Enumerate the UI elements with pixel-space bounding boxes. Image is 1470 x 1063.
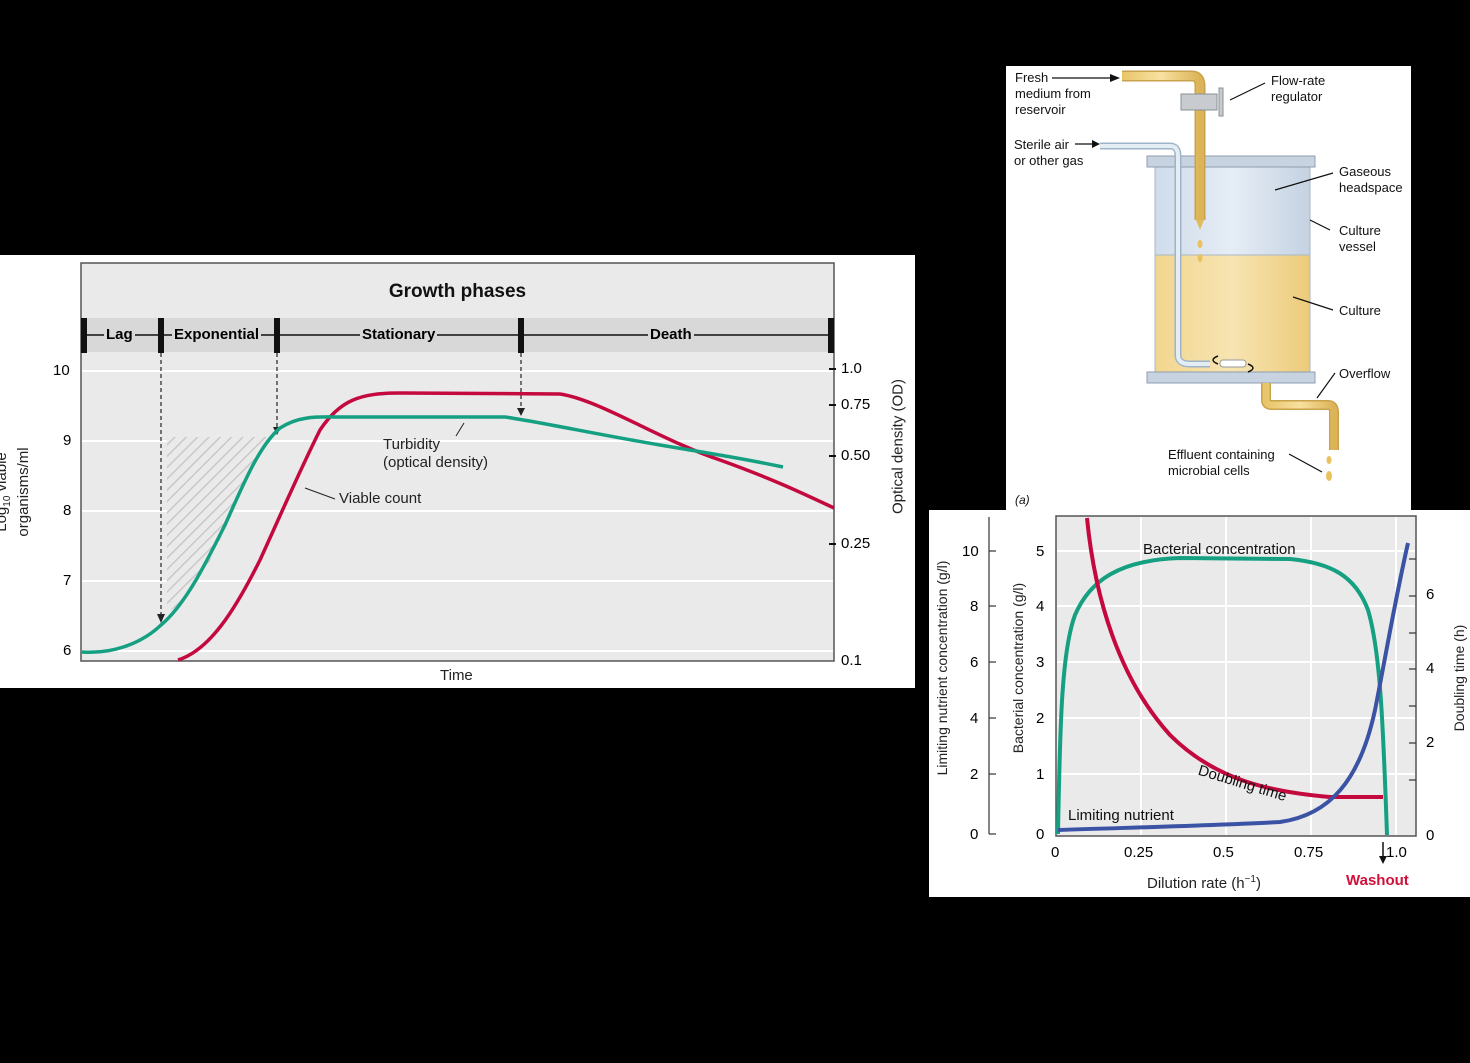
y-outer-tick: 8	[970, 598, 979, 615]
y-right-axis-label: Optical density (OD)	[889, 378, 907, 515]
y-inner-tick: 4	[1036, 598, 1045, 615]
vessel-lid	[1146, 155, 1316, 168]
label-flow-rate-regulator: Flow-rate regulator	[1271, 73, 1326, 104]
washout-arrow-icon	[1379, 856, 1387, 864]
y-inner-tick: 3	[1036, 654, 1045, 671]
growth-chart-title: Growth phases	[388, 281, 527, 302]
doubling-time-line	[1085, 517, 1383, 799]
y-outer-tick: 2	[970, 766, 979, 783]
x-tick: 0.75	[1294, 844, 1324, 861]
washout-label: Washout	[1346, 872, 1409, 889]
growth-chart-panel: Growth phases Lag Exponential Stationary…	[0, 255, 915, 688]
stir-bar-icon	[1219, 359, 1247, 368]
y-right-tick: 4	[1426, 660, 1435, 677]
chemostat-panel: Fresh medium from reservoir Flow-rate re…	[1006, 66, 1411, 511]
vessel-base	[1146, 371, 1316, 384]
y-left-tick: 10	[53, 362, 70, 379]
y-right-tick: 0.1	[841, 652, 862, 669]
label-fresh-medium: Fresh medium from reservoir	[1015, 70, 1091, 117]
phase-label-stationary: Stationary	[360, 326, 438, 343]
x-axis-label: Time	[440, 667, 473, 684]
y-right-tick: 1.0	[841, 360, 862, 377]
label-culture-vessel: Culture vessel	[1339, 223, 1381, 254]
y-inner-tick: 5	[1036, 543, 1045, 560]
y-inner-tick: 2	[1036, 710, 1045, 727]
bacterial-concentration-line	[1056, 555, 1389, 836]
x-axis-label: Dilution rate (h−1)	[1147, 874, 1261, 892]
y-outer-tick: 6	[970, 654, 979, 671]
panel-label-a: (a)	[1015, 493, 1030, 507]
bacterial-concentration-annotation: Bacterial concentration	[1143, 541, 1296, 558]
x-tick: 0	[1051, 844, 1060, 861]
y-inner-tick: 1	[1036, 766, 1045, 783]
turbidity-line	[81, 415, 784, 655]
label-effluent: Effluent containing microbial cells	[1168, 447, 1275, 478]
y-outer-tick: 10	[962, 543, 979, 560]
y-left-tick: 8	[63, 502, 72, 519]
chemostat-svg	[1052, 70, 1339, 481]
viable-count-line	[177, 391, 835, 662]
dilution-chart-svg	[988, 515, 1417, 864]
y-right-tick: 2	[1426, 734, 1435, 751]
x-tick: 0.25	[1124, 844, 1154, 861]
y-right-tick: 0.50	[841, 447, 871, 464]
label-overflow: Overflow	[1339, 366, 1391, 381]
y-left-tick: 6	[63, 642, 72, 659]
y-right-tick: 0	[1426, 827, 1435, 844]
flow-rate-regulator-icon	[1180, 93, 1218, 111]
y-right-tick: 6	[1426, 586, 1435, 603]
y-left-tick: 9	[63, 432, 72, 449]
label-culture: Culture	[1339, 303, 1381, 318]
y-outer-tick: 0	[970, 826, 979, 843]
phase-label-lag: Lag	[104, 326, 135, 343]
viable-count-annotation: Viable count	[339, 490, 422, 507]
phase-label-death: Death	[648, 326, 694, 343]
limiting-nutrient-line	[1057, 542, 1410, 832]
dilution-chart-panel: Limiting nutrient concentration (g/l) 10…	[929, 510, 1470, 897]
y-inner-axis-label: Bacterial concentration (g/l)	[1010, 582, 1026, 754]
label-sterile-air: Sterile air or other gas	[1014, 137, 1084, 168]
x-tick: 1.0	[1386, 844, 1407, 861]
phase-label-exponential: Exponential	[172, 326, 262, 343]
y-outer-axis-label: Limiting nutrient concentration (g/l)	[934, 560, 950, 776]
limiting-nutrient-annotation: Limiting nutrient	[1068, 807, 1174, 824]
y-inner-tick: 0	[1036, 826, 1045, 843]
y-right-axis-label: Doubling time (h)	[1451, 624, 1467, 732]
y-right-tick: 0.25	[841, 535, 871, 552]
y-outer-tick: 4	[970, 710, 979, 727]
y-right-tick: 0.75	[841, 396, 871, 413]
y-left-tick: 7	[63, 572, 72, 589]
y-left-axis-label: Log10 viable organisms/ml	[0, 447, 32, 537]
label-gaseous-headspace: Gaseous headspace	[1339, 164, 1403, 195]
x-tick: 0.5	[1213, 844, 1234, 861]
turbidity-annotation: Turbidity (optical density)	[383, 436, 489, 471]
